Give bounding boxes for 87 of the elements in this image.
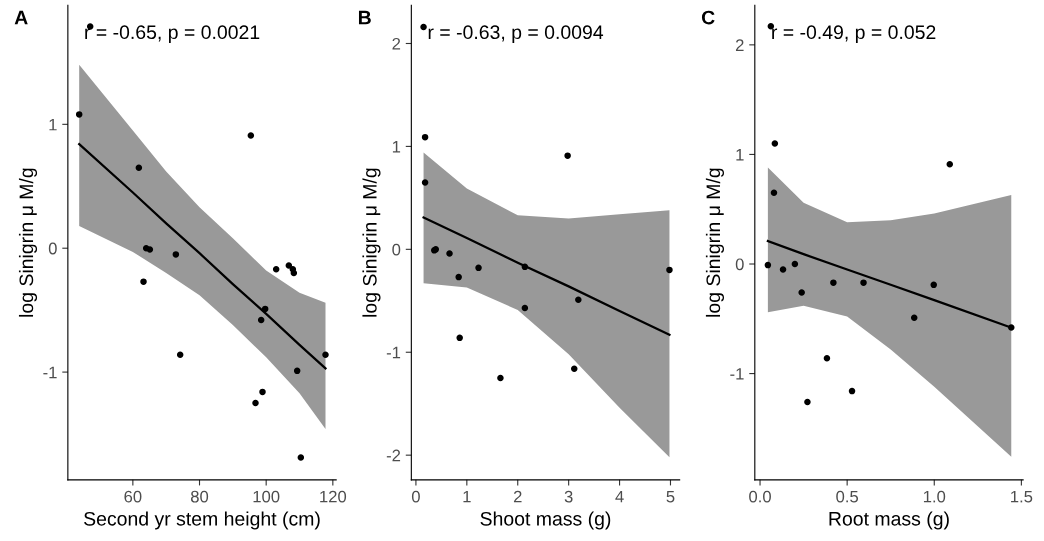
x-tick-label: 1 [463,490,471,503]
y-tick-label: 0 [392,243,401,256]
point [261,305,269,313]
point [421,133,429,141]
x-tick-label: 0.5 [836,490,859,503]
point [571,365,578,372]
x-tick-label: 0 [411,490,420,503]
point [446,250,453,257]
line-series [78,143,327,370]
x-tick-label: 60 [124,490,142,503]
x-tick-label: 100 [253,490,280,503]
point [293,367,301,375]
point [140,278,147,285]
point [764,261,772,269]
point [575,296,582,304]
point [930,281,937,289]
y-tick-label: 0 [48,242,57,255]
point [779,266,787,273]
point [456,334,463,342]
point [497,374,504,382]
line-series [422,216,671,336]
point [247,132,255,139]
chart-title: B [358,10,371,25]
y-tick-label: -1 [386,346,401,359]
y-tick-label: 1 [49,118,57,131]
point [860,279,867,286]
point [1008,324,1015,331]
point [176,351,184,359]
y-axis-title: log Sinigrin μ M/g [18,168,38,317]
x-tick-label: 3 [564,490,573,503]
x-tick-label: 80 [190,490,209,503]
point [290,269,298,277]
point [475,264,482,272]
point [823,354,831,362]
point [564,152,571,159]
chart-title: A [14,10,28,25]
y-axis-title: log Sinigrin μ M/g [362,168,381,317]
point [146,246,154,253]
point [946,161,954,168]
point [798,289,805,296]
point [521,263,529,271]
y-tick-label: 1 [392,140,401,153]
x-tick-label: 4 [615,490,624,503]
point [75,111,83,118]
annotation: r = -0.49, p = 0.052 [772,25,936,43]
y-tick-label: -1 [730,368,744,380]
x-tick-label: 1.0 [923,490,946,503]
point [272,266,280,273]
point [455,273,462,281]
x-axis-title: Second yr stem height (cm) [84,511,320,530]
point [791,260,799,268]
point [666,266,673,274]
point [771,140,779,147]
x-tick-label: 0.0 [749,490,771,503]
point [172,251,180,258]
annotation: r = -0.63, p = 0.0094 [428,25,604,43]
point [259,388,266,396]
point [521,304,529,312]
point [804,398,811,406]
y-tick-label: 2 [392,37,401,50]
y-tick-label: 1 [736,149,744,161]
x-tick-label: 2 [513,490,522,503]
point [848,387,856,395]
point [252,399,259,407]
point [767,22,775,30]
point [135,164,143,171]
x-axis-title: Root mass (g) [829,511,949,530]
y-axis-title: log Sinigrin μ M/g [705,168,725,317]
x-tick-label: 120 [320,490,347,503]
x-tick-label: 5 [666,490,675,503]
point [322,351,329,359]
point [910,314,918,321]
point [830,279,837,286]
annotation: r = -0.65, p = 0.0021 [85,25,260,43]
point [770,189,778,197]
chart-title: C [701,10,715,25]
point [285,262,293,269]
point [420,23,427,31]
y-tick-label: -1 [43,366,57,379]
point [297,454,305,461]
x-axis-title: Shoot mass (g) [480,511,611,530]
x-tick-label: 1.5 [1011,490,1033,503]
y-tick-label: 0 [735,258,744,271]
y-tick-label: -2 [386,449,401,462]
point [257,316,265,324]
y-tick-label: 2 [735,39,744,51]
point [421,179,429,186]
